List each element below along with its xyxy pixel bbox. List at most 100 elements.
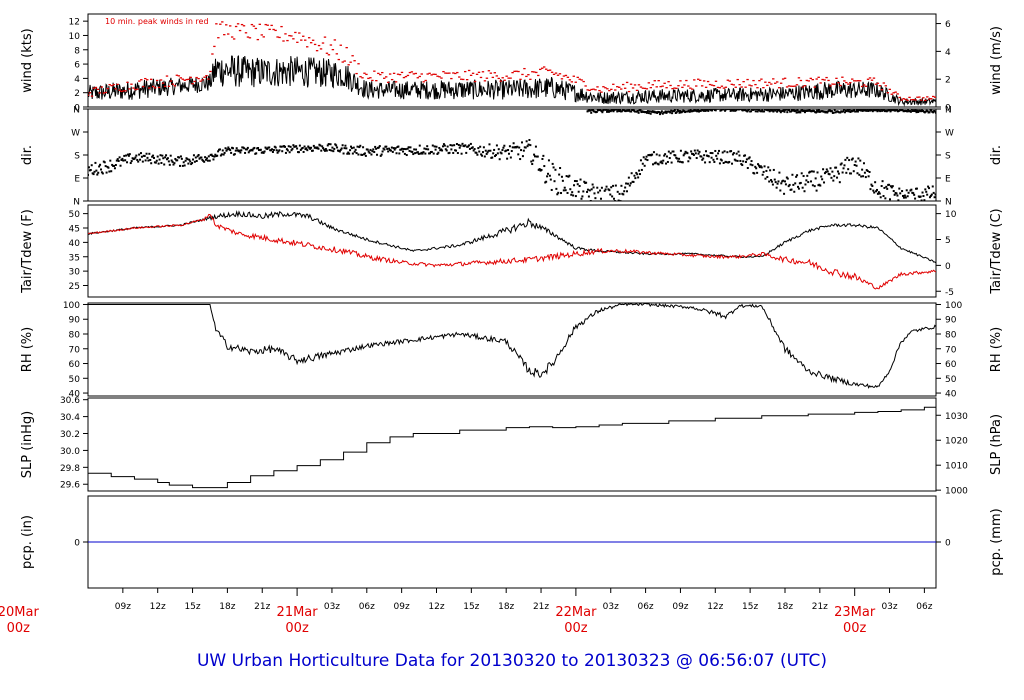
peak-wind-mark [531, 71, 534, 73]
peak-wind-mark [608, 89, 611, 92]
direction-mark [796, 109, 799, 112]
direction-mark [139, 158, 142, 161]
y-axis-label-left: wind (kts) [20, 28, 35, 92]
peak-wind-mark [116, 83, 119, 86]
direction-mark [907, 109, 910, 112]
direction-mark [573, 179, 576, 182]
direction-mark [323, 148, 326, 151]
direction-mark [378, 145, 381, 148]
peak-wind-mark [706, 80, 710, 83]
x-tick-label: 03z [324, 602, 340, 612]
direction-mark [183, 164, 186, 167]
direction-mark [126, 153, 129, 156]
direction-mark [509, 156, 512, 159]
peak-wind-mark [136, 88, 139, 90]
direction-mark [321, 145, 324, 148]
direction-mark [217, 150, 220, 153]
direction-mark [679, 149, 682, 152]
direction-mark [141, 160, 144, 163]
peak-wind-mark [331, 48, 335, 51]
peak-wind-mark [475, 73, 479, 75]
direction-mark [270, 149, 273, 152]
direction-mark [520, 141, 523, 144]
direction-mark [699, 109, 702, 112]
panel-frame [87, 204, 937, 298]
direction-mark [389, 149, 392, 152]
direction-mark [620, 184, 623, 187]
direction-mark [162, 157, 165, 160]
peak-wind-mark [560, 78, 564, 80]
direction-mark [349, 149, 352, 152]
direction-mark [785, 176, 788, 179]
series-wind-speed [88, 55, 936, 107]
direction-mark [113, 167, 116, 170]
direction-mark [875, 188, 878, 191]
direction-mark [889, 185, 892, 188]
direction-mark [849, 172, 852, 175]
direction-mark [284, 145, 287, 148]
direction-mark [872, 189, 875, 192]
direction-mark [375, 147, 378, 150]
peak-wind-mark [849, 82, 852, 84]
peak-wind-mark [388, 73, 392, 75]
direction-mark [636, 173, 639, 176]
direction-mark [717, 152, 720, 155]
direction-mark [210, 153, 213, 156]
direction-mark [264, 146, 267, 149]
y-tick-label-left: 30.0 [60, 447, 80, 457]
peak-wind-mark [157, 86, 161, 89]
direction-mark [663, 154, 666, 157]
direction-mark [775, 186, 778, 189]
direction-mark [596, 186, 599, 189]
direction-mark [807, 181, 810, 184]
direction-mark [166, 157, 169, 160]
direction-mark [637, 176, 640, 179]
direction-mark [380, 153, 383, 156]
peak-wind-mark [870, 79, 874, 81]
direction-mark [924, 188, 927, 191]
direction-mark [151, 155, 154, 158]
direction-mark [816, 171, 819, 174]
direction-mark [94, 161, 97, 164]
peak-wind-mark [691, 88, 694, 90]
direction-mark [147, 159, 150, 162]
direction-mark [566, 191, 569, 194]
direction-mark [929, 194, 932, 197]
direction-mark [630, 110, 633, 113]
direction-mark [824, 171, 827, 174]
direction-mark [600, 186, 603, 189]
direction-mark [374, 145, 377, 148]
direction-mark [599, 189, 602, 192]
peak-wind-mark [702, 80, 706, 82]
direction-mark [655, 153, 658, 156]
direction-mark [376, 153, 379, 156]
direction-mark [541, 157, 544, 160]
direction-mark [681, 161, 684, 164]
peak-wind-mark [621, 83, 625, 86]
direction-mark [560, 192, 563, 195]
direction-mark [910, 188, 913, 191]
direction-mark [784, 183, 787, 186]
peak-wind-mark [744, 86, 747, 88]
peak-wind-mark [230, 36, 234, 38]
x-tick-label: 09z [115, 602, 131, 612]
direction-mark [305, 147, 308, 150]
y-tick-label-left: 60 [69, 360, 81, 370]
peak-wind-mark [606, 88, 609, 90]
direction-mark [816, 110, 819, 113]
direction-mark [357, 153, 360, 156]
direction-mark [606, 110, 609, 113]
direction-mark [720, 159, 723, 162]
direction-mark [386, 147, 389, 150]
peak-wind-mark [363, 72, 366, 74]
direction-mark [518, 146, 521, 149]
direction-mark [634, 177, 637, 180]
direction-mark [813, 185, 816, 188]
y-tick-label-left: 45 [69, 225, 80, 235]
chart-title: UW Urban Horticulture Data for 20130320 … [197, 651, 827, 671]
direction-mark [512, 142, 515, 145]
direction-mark [731, 162, 734, 165]
peak-wind-mark [926, 96, 929, 98]
peak-wind-mark [227, 33, 230, 35]
direction-mark [611, 195, 614, 198]
